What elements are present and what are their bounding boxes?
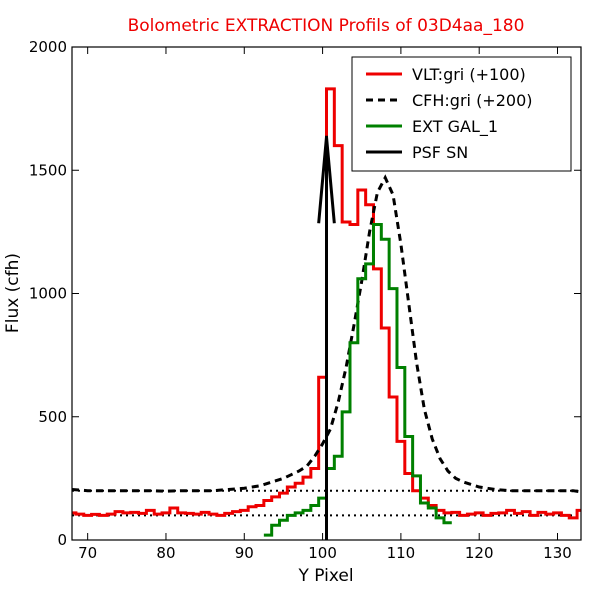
x-tick-label: 120 <box>465 544 494 562</box>
legend: VLT:gri (+100) CFH:gri (+200) EXT GAL_1 PSF… <box>351 56 572 172</box>
series-line-ext-gal-1 <box>263 222 452 537</box>
x-tick-label: 100 <box>308 544 337 562</box>
y-tick-label: 0 <box>57 531 67 549</box>
x-tick-label: 80 <box>156 544 175 562</box>
x-tick-label: 90 <box>235 544 254 562</box>
legend-label: CFH:gri (+200) <box>412 91 533 110</box>
y-tick-label: 2000 <box>29 38 67 56</box>
x-tick-label: 130 <box>543 544 572 562</box>
legend-label: VLT:gri (+100) <box>412 65 526 84</box>
plot-series-group <box>72 87 581 540</box>
legend-label: EXT GAL_1 <box>412 117 498 137</box>
x-axis-label: Y Pixel <box>297 566 353 586</box>
y-tick-label: 1500 <box>29 161 67 179</box>
legend-label: PSF SN <box>412 143 468 162</box>
chart-title: Bolometric EXTRACTION Profils of 03D4aa_… <box>128 16 525 36</box>
y-axis-ticks: 0 500 1000 1500 2000 <box>29 38 581 549</box>
y-tick-label: 1000 <box>29 285 67 303</box>
y-tick-label: 500 <box>38 408 67 426</box>
x-tick-label: 70 <box>78 544 97 562</box>
x-tick-label: 110 <box>387 544 416 562</box>
x-axis-ticks: 70 80 90 100 110 120 130 <box>78 47 572 562</box>
y-axis-label: Flux (cfh) <box>3 253 23 333</box>
